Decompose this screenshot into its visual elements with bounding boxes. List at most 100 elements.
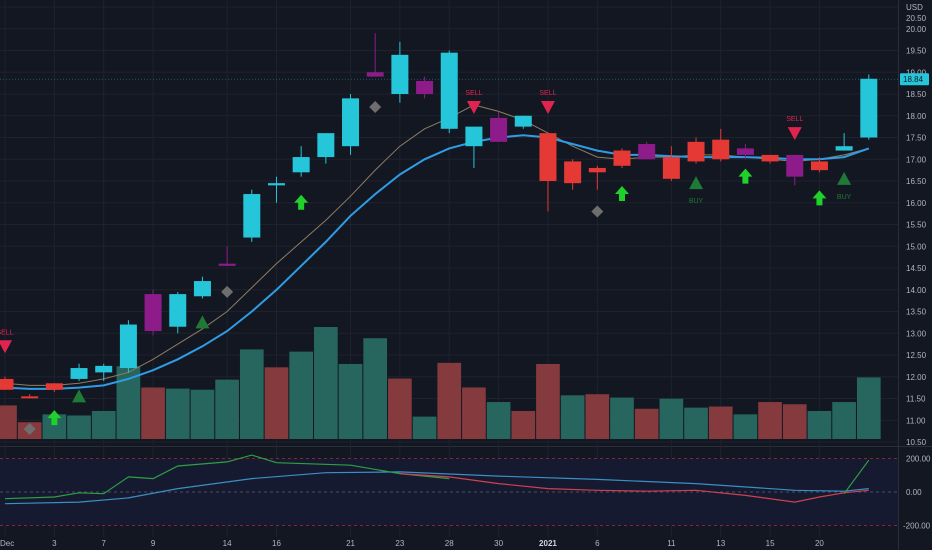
- signals: SELL SELL SELL BUY SELL BUY: [0, 90, 852, 435]
- price-tick-label: 19.50: [906, 47, 927, 56]
- candle: [736, 144, 754, 160]
- volume-bar: [338, 363, 363, 439]
- candle: [490, 111, 508, 142]
- time-tick-label: Dec: [0, 539, 14, 548]
- price-tick-label: 12.50: [906, 351, 927, 360]
- candle-body: [514, 115, 532, 127]
- volume-bar: [239, 349, 264, 439]
- volume-bar: [215, 379, 239, 439]
- candle: [292, 146, 310, 177]
- candle: [391, 41, 409, 103]
- buy-arrow-marker: [47, 410, 62, 426]
- time-tick-label: 2021: [539, 539, 557, 548]
- sell-signal-marker: [540, 101, 555, 115]
- oscillator-blue-line: [4, 471, 869, 505]
- candle-body: [588, 167, 606, 173]
- candle-body: [416, 80, 434, 94]
- candle: [366, 33, 384, 77]
- volume-bar: [67, 415, 91, 439]
- price-tick-label: 16.00: [906, 199, 927, 208]
- candle: [342, 94, 360, 155]
- volume-bar: [42, 414, 67, 439]
- candle-body: [95, 365, 113, 373]
- volume-bar: [289, 351, 313, 439]
- volume-bar: [758, 402, 782, 439]
- candle: [440, 50, 458, 134]
- price-tick-label: 14.00: [906, 286, 927, 295]
- diamond-marker: [591, 205, 604, 218]
- sell-signal-label: SELL: [786, 116, 803, 123]
- candle: [712, 128, 730, 162]
- price-tick-label: 10.50: [906, 438, 927, 447]
- volume-bar: [634, 408, 659, 439]
- candle-body: [490, 117, 508, 142]
- price-tick-label: 17.50: [906, 134, 927, 143]
- candle-body: [366, 72, 384, 77]
- time-tick-label: 23: [395, 539, 404, 548]
- price-tick-label: 18.00: [906, 112, 927, 121]
- candle-body: [70, 368, 88, 379]
- time-tick-label: 16: [272, 539, 281, 548]
- time-tick-label: 20: [815, 539, 824, 548]
- buy-arrow-marker: [738, 168, 753, 184]
- time-tick-label: 28: [445, 539, 454, 548]
- price-tick-label: 20.00: [906, 25, 927, 34]
- volume-bar: [116, 366, 141, 439]
- candle: [564, 159, 582, 190]
- candle: [70, 363, 88, 382]
- candle: [218, 246, 236, 266]
- candle-body: [712, 139, 730, 160]
- candle: [169, 291, 187, 334]
- diamond-marker: [23, 422, 36, 435]
- oscillator-tick-label: 200.00: [906, 455, 931, 464]
- candle: [786, 154, 804, 186]
- buy-signal-marker: [689, 176, 704, 190]
- candle: [144, 289, 162, 336]
- time-axis: Dec 3 7 9 14 16 21 23 28 30 2021 6 11 13 15 20: [0, 539, 824, 548]
- volume-bar: [832, 402, 856, 439]
- oscillator-green-line: [843, 459, 870, 495]
- oscillator-tick-label: -200.00: [903, 522, 931, 531]
- price-tick-label: 15.00: [906, 242, 927, 251]
- candle: [514, 115, 532, 129]
- buy-signal-marker: [72, 389, 87, 403]
- candle: [662, 146, 680, 181]
- volume-bar: [91, 411, 116, 439]
- candle-body: [292, 157, 310, 173]
- candle-body: [342, 98, 360, 147]
- candle-body: [613, 150, 631, 166]
- time-tick-label: 7: [101, 539, 106, 548]
- price-tick-label: 11.00: [906, 416, 926, 425]
- sell-signal-marker: [787, 127, 802, 141]
- sell-signal-marker: [0, 340, 12, 354]
- volume-bar: [659, 398, 684, 439]
- price-axis: USD 10.50 11.00 11.50 12.00 12.50 13.00 13.50 14…: [900, 3, 929, 447]
- volume-bar: [363, 338, 388, 439]
- volume-bar: [141, 387, 165, 439]
- candle-body: [761, 154, 779, 162]
- candle: [465, 126, 483, 168]
- candles: [0, 33, 878, 399]
- volume-bar: [388, 378, 412, 439]
- candle: [588, 165, 606, 190]
- candle: [835, 133, 853, 151]
- time-tick-label: 11: [667, 539, 676, 548]
- candle-body: [45, 383, 63, 390]
- time-tick-label: 30: [494, 539, 503, 548]
- candle: [687, 137, 705, 164]
- candle: [416, 76, 434, 99]
- candle: [539, 133, 557, 212]
- candle: [761, 154, 779, 164]
- time-tick-label: 6: [595, 539, 600, 548]
- volume-bar: [782, 404, 807, 439]
- last-price-badge: [900, 73, 929, 86]
- price-tick-label: 15.50: [906, 221, 927, 230]
- volume-bar: [462, 387, 486, 439]
- oscillator-red-line: [399, 473, 869, 503]
- volume-bar: [585, 394, 610, 439]
- oscillator-green-line: [4, 454, 450, 500]
- candle-body: [662, 157, 680, 179]
- candle-body: [169, 294, 187, 327]
- candle: [119, 320, 137, 373]
